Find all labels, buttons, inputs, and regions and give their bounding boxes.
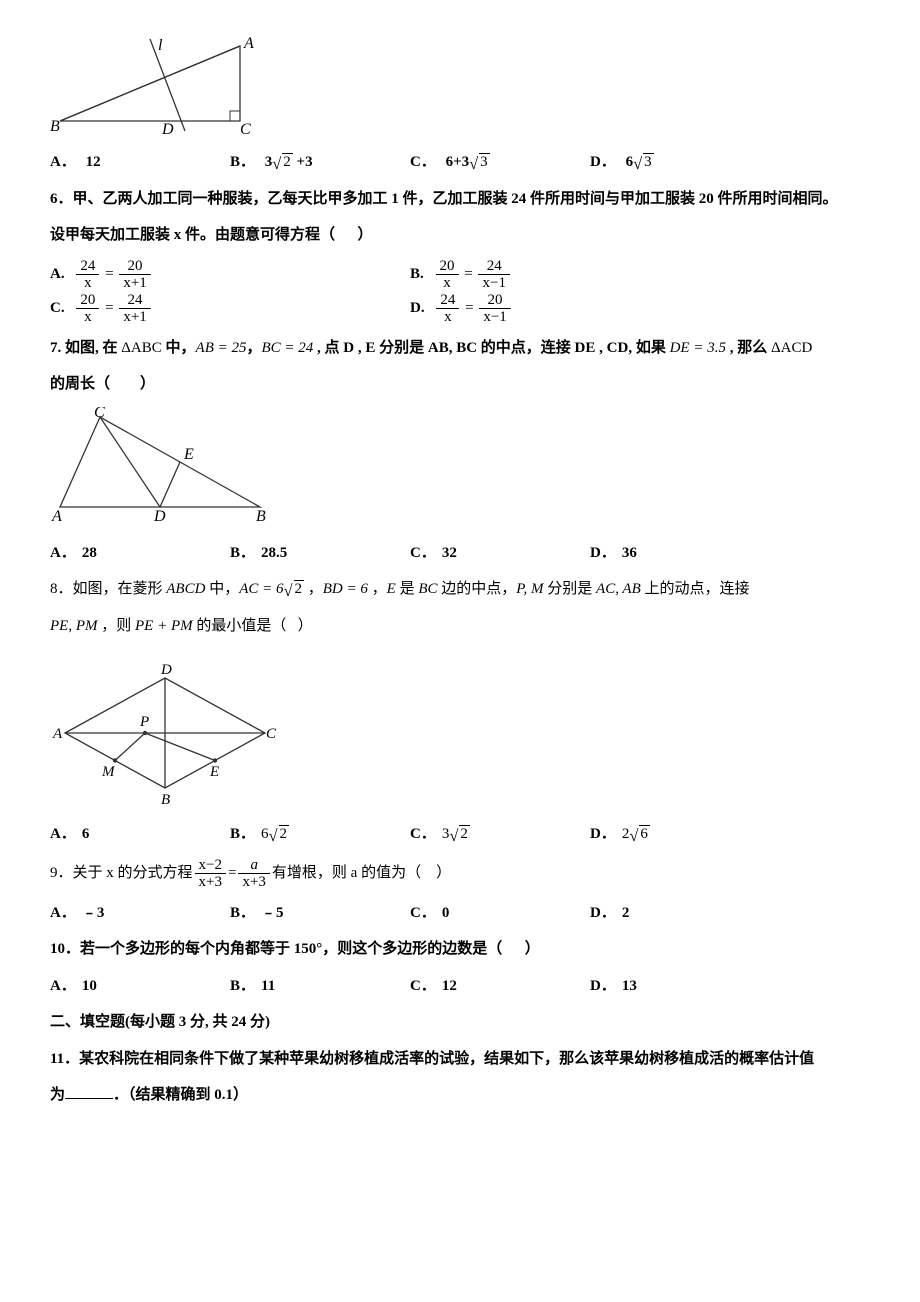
q9-choice-D: D．2 — [590, 899, 770, 928]
q10-stem: 10．若一个多边形的每个内角都等于 150°，则这个多边形的边数是（ ） — [50, 935, 890, 964]
label-B: B — [50, 118, 60, 135]
q10-choice-D: D．13 — [590, 972, 770, 1001]
rhombus-figure: A C D B P M E — [50, 658, 280, 808]
svg-text:E: E — [183, 446, 194, 463]
svg-text:E: E — [209, 764, 219, 780]
q9-choice-A: A．﹣3 — [50, 899, 230, 928]
section2-header: 二、填空题(每小题 3 分, 共 24 分) — [50, 1008, 890, 1037]
q7-choice-B: B．28.5 — [230, 539, 410, 568]
q8-figure: A C D B P M E — [50, 658, 890, 808]
label-D: D — [161, 121, 174, 136]
q7-choices: A．28 B．28.5 C．32 D．36 — [50, 539, 890, 568]
svg-text:C: C — [94, 407, 105, 421]
svg-text:M: M — [101, 764, 116, 780]
q7-choice-D: D．36 — [590, 539, 770, 568]
q6-choice-D: D. 24x = 20x−1 — [410, 292, 770, 326]
q5-choices: A． 12 B． 32 +3 C． 6+33 D． 63 — [50, 148, 890, 177]
q8-stem: 8．如图，在菱形 ABCD 中，AC = 62 ，BD = 6 ，E 是 BC … — [50, 575, 890, 604]
triangle-l-figure: A B C D l — [50, 36, 260, 136]
q5-choice-C: C． 6+33 — [410, 148, 590, 177]
q8-stem2: PE, PM ，则 PE + PM 的最小值是（ ） — [50, 612, 890, 641]
svg-text:C: C — [266, 726, 277, 742]
q6-stem2: 设甲每天加工服装 x 件。由题意可得方程（ ） — [50, 221, 890, 250]
blank-paren — [339, 221, 354, 250]
q7-stem2: 的周长（ ） — [50, 370, 890, 399]
q11-stem2: 为．（结果精确到 0.1） — [50, 1081, 890, 1110]
q6-choice-A: A. 24x = 20x+1 — [50, 258, 410, 292]
svg-text:P: P — [139, 714, 149, 730]
q6-row-CD: C. 20x = 24x+1 D. 24x = 20x−1 — [50, 292, 890, 326]
q10-choice-C: C．12 — [410, 972, 590, 1001]
q8-choice-B: B．62 — [230, 820, 410, 849]
q6-choice-C: C. 20x = 24x+1 — [50, 292, 410, 326]
q7-choice-A: A．28 — [50, 539, 230, 568]
q7-figure: A B C D E — [50, 407, 890, 527]
label-C: C — [240, 121, 251, 136]
svg-text:A: A — [52, 726, 63, 742]
svg-text:D: D — [160, 662, 172, 678]
q6-row-AB: A. 24x = 20x+1 B. 20x = 24x−1 — [50, 258, 890, 292]
q10-choice-A: A．10 — [50, 972, 230, 1001]
q9-stem: 9．关于 x 的分式方程 x−2x+3 = ax+3 有增根，则 a 的值为（ … — [50, 857, 890, 891]
q9-choice-B: B．﹣5 — [230, 899, 410, 928]
q6-choice-B: B. 20x = 24x−1 — [410, 258, 770, 292]
svg-text:D: D — [153, 508, 166, 525]
q6-stem1: 6．甲、乙两人加工同一种服装，乙每天比甲多加工 1 件，乙加工服装 24 件所用… — [50, 185, 890, 214]
q9-choices: A．﹣3 B．﹣5 C．0 D．2 — [50, 899, 890, 928]
q5-choice-A: A． 12 — [50, 148, 230, 177]
q9-choice-C: C．0 — [410, 899, 590, 928]
q5-choice-D: D． 63 — [590, 148, 770, 177]
label-l: l — [158, 37, 163, 54]
q8-choice-D: D．26 — [590, 820, 770, 849]
label-A: A — [243, 36, 254, 52]
q8-choice-C: C．32 — [410, 820, 590, 849]
q5-figure: A B C D l — [50, 36, 890, 136]
svg-text:B: B — [256, 508, 266, 525]
triangle-midsegment-figure: A B C D E — [50, 407, 280, 527]
svg-text:B: B — [161, 792, 170, 808]
q8-choices: A．6 B．62 C．32 D．26 — [50, 820, 890, 849]
q7-choice-C: C．32 — [410, 539, 590, 568]
q7-stem: 7. 如图, 在 ΔABC 中，AB = 25，BC = 24 , 点 D , … — [50, 334, 890, 363]
svg-text:A: A — [51, 508, 62, 525]
fill-blank — [65, 1084, 113, 1099]
q5-choice-B: B． 32 +3 — [230, 148, 410, 177]
q10-choice-B: B．11 — [230, 972, 410, 1001]
q11-stem: 11．某农科院在相同条件下做了某种苹果幼树移植成活率的试验，结果如下，那么该苹果… — [50, 1045, 890, 1074]
q8-choice-A: A．6 — [50, 820, 230, 849]
q10-choices: A．10 B．11 C．12 D．13 — [50, 972, 890, 1001]
